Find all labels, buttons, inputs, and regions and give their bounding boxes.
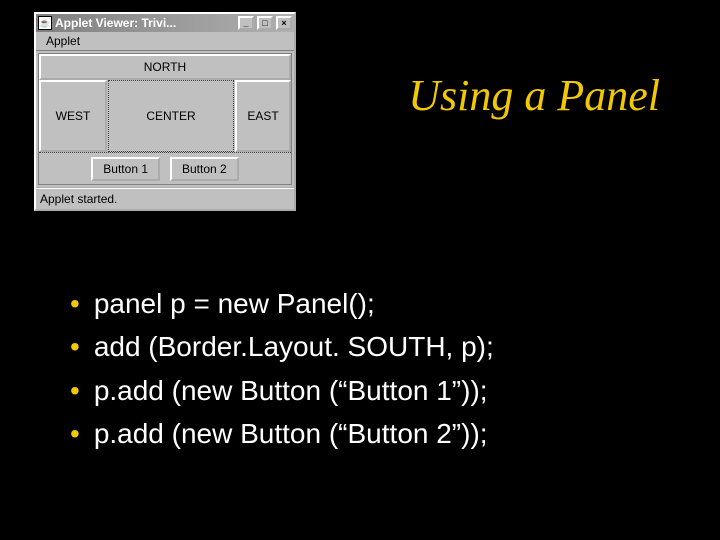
slide-title: Using a Panel (408, 70, 660, 121)
west-button[interactable]: WEST (39, 80, 107, 152)
bullet-item: • p.add (new Button (“Button 1”)); (70, 369, 494, 412)
titlebar[interactable]: ☕ Applet Viewer: Trivi... _ □ × (36, 14, 294, 32)
border-layout: NORTH WEST CENTER EAST Button 1 Button 2 (38, 53, 292, 185)
bullet-item: • p.add (new Button (“Button 2”)); (70, 412, 494, 455)
bullet-text: p.add (new Button (“Button 2”)); (94, 412, 488, 455)
menubar: Applet (36, 32, 294, 51)
close-button[interactable]: × (276, 16, 292, 30)
bullet-text: p.add (new Button (“Button 1”)); (94, 369, 488, 412)
maximize-button[interactable]: □ (257, 16, 273, 30)
bullet-dot-icon: • (70, 369, 80, 412)
center-button[interactable]: CENTER (108, 80, 234, 152)
bullet-text: panel p = new Panel(); (94, 282, 375, 325)
minimize-button[interactable]: _ (238, 16, 254, 30)
applet-body: NORTH WEST CENTER EAST Button 1 Button 2 (36, 51, 294, 187)
bullet-list: • panel p = new Panel(); • add (Border.L… (70, 282, 494, 456)
button-1[interactable]: Button 1 (91, 157, 160, 181)
java-cup-icon: ☕ (38, 16, 52, 30)
bullet-item: • panel p = new Panel(); (70, 282, 494, 325)
north-button[interactable]: NORTH (39, 54, 291, 80)
applet-viewer-window: ☕ Applet Viewer: Trivi... _ □ × Applet N… (34, 12, 296, 211)
south-panel: Button 1 Button 2 (39, 152, 291, 184)
statusbar: Applet started. (36, 187, 294, 209)
bullet-dot-icon: • (70, 325, 80, 368)
bullet-dot-icon: • (70, 282, 80, 325)
bullet-text: add (Border.Layout. SOUTH, p); (94, 325, 494, 368)
east-button[interactable]: EAST (235, 80, 291, 152)
button-2[interactable]: Button 2 (170, 157, 239, 181)
menu-applet[interactable]: Applet (40, 32, 86, 50)
window-title: Applet Viewer: Trivi... (55, 16, 235, 30)
bullet-item: • add (Border.Layout. SOUTH, p); (70, 325, 494, 368)
bullet-dot-icon: • (70, 412, 80, 455)
